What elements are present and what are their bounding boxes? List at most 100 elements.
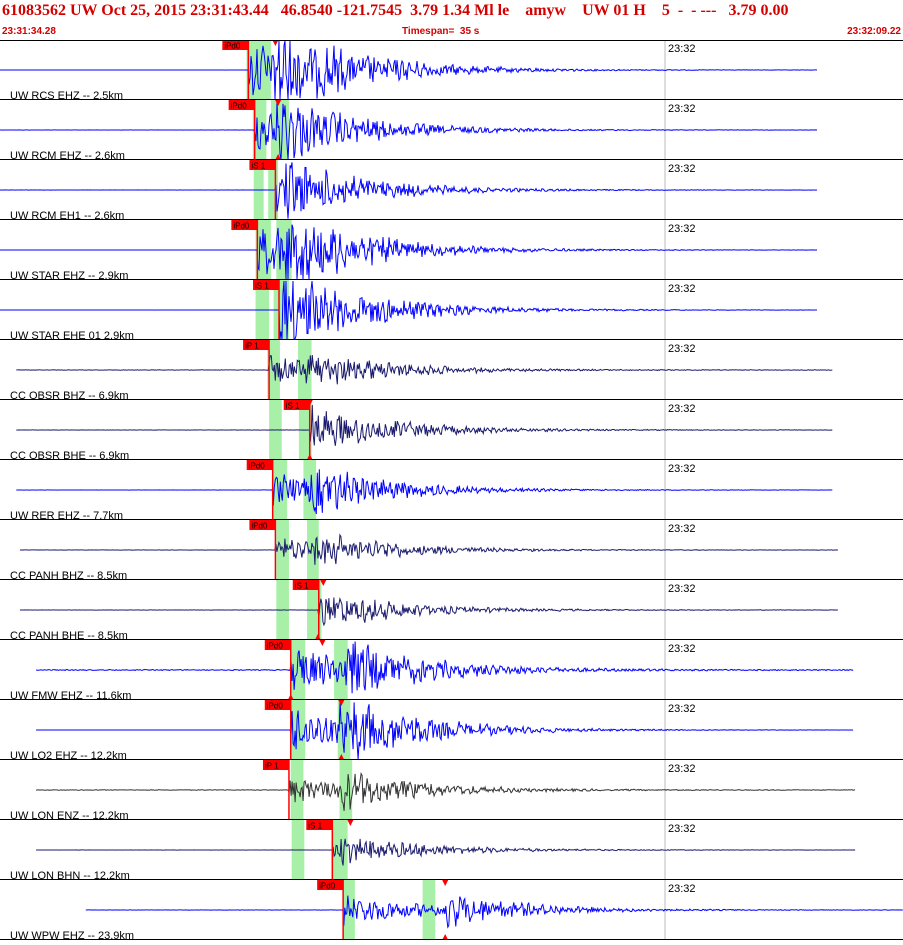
tick-label: 23:32 bbox=[668, 463, 696, 475]
tick-label: 23:32 bbox=[668, 43, 696, 55]
trace-panel[interactable]: 23:32 iPd0 UW WPW EHZ -- 23.9km bbox=[0, 880, 903, 942]
pick-window bbox=[334, 640, 348, 700]
pick-tag[interactable] bbox=[317, 880, 344, 890]
trace-panel[interactable]: 23:32 iPd0 UW LO2 EHZ -- 12.2km bbox=[0, 700, 903, 762]
pick-tag-label: iS 1 bbox=[286, 402, 300, 411]
station-label: CC PANH BHE -- 8.5km bbox=[10, 630, 128, 642]
pick-tag[interactable] bbox=[253, 280, 280, 290]
tick-label: 23:32 bbox=[668, 823, 696, 835]
trace-panel[interactable]: 23:32 iPd0 UW RCS EHZ -- 2.5km bbox=[0, 40, 903, 102]
tick-label: 23:32 bbox=[668, 883, 696, 895]
trace-panel[interactable]: 23:32 iPd0 UW STAR EHZ -- 2.9km bbox=[0, 220, 903, 282]
pick-window bbox=[291, 640, 306, 700]
arrival-marker-top bbox=[275, 100, 282, 106]
arrival-marker-top bbox=[272, 40, 279, 46]
pick-tag-label: iS 1 bbox=[255, 282, 269, 291]
arrival-marker-bottom bbox=[338, 754, 345, 760]
station-label: UW LON BHN -- 12.2km bbox=[10, 870, 130, 882]
tick-label: 23:32 bbox=[668, 763, 696, 775]
waveform-trace bbox=[16, 404, 833, 446]
pick-tag[interactable] bbox=[243, 340, 270, 350]
trace-panel[interactable]: 23:32 iS 1 UW LON BHN -- 12.2km bbox=[0, 820, 903, 882]
pick-tag-label: iPd0 bbox=[233, 222, 250, 231]
waveform-plot: 23:32 iPd0 UW RCS EHZ -- 2.5km 23:32 iPd0 UW … bbox=[0, 40, 903, 942]
station-label: CC PANH BHZ -- 8.5km bbox=[10, 570, 127, 582]
pick-tag[interactable] bbox=[249, 520, 276, 530]
pick-tag-label: iPd0 bbox=[319, 882, 336, 891]
tick-label: 23:32 bbox=[668, 523, 696, 535]
station-label: CC OBSR BHZ -- 6.9km bbox=[10, 390, 129, 402]
pick-tag[interactable] bbox=[264, 700, 291, 710]
trace-panel[interactable]: 23:32 iP 1 CC OBSR BHZ -- 6.9km bbox=[0, 340, 903, 402]
station-label: UW LON ENZ -- 12.2km bbox=[10, 810, 129, 822]
pick-tag-label: iPd0 bbox=[224, 42, 241, 51]
pick-tag[interactable] bbox=[222, 40, 249, 50]
trace-panel[interactable]: 23:32 iPd0 UW RCM EHZ -- 2.6km bbox=[0, 100, 903, 162]
waveform-trace bbox=[36, 838, 856, 866]
arrival-marker-top bbox=[338, 700, 345, 706]
station-label: UW LO2 EHZ -- 12.2km bbox=[10, 750, 127, 762]
station-label: UW RER EHZ -- 7.7km bbox=[10, 510, 123, 522]
tick-label: 23:32 bbox=[668, 103, 696, 115]
trace-panel[interactable]: 23:32 iS 1 UW STAR EHE 01 2.9km bbox=[0, 280, 903, 342]
station-label: CC OBSR BHE -- 6.9km bbox=[10, 450, 129, 462]
pick-window bbox=[307, 520, 319, 580]
event-header: 61083562 UW Oct 25, 2015 23:31:43.44 46.… bbox=[0, 0, 903, 40]
pick-tag[interactable] bbox=[228, 100, 255, 110]
pick-window bbox=[422, 880, 436, 940]
end-time: 23:32:09.22 bbox=[847, 26, 901, 37]
arrival-marker-bottom bbox=[314, 634, 321, 640]
pick-tag-label: iPd0 bbox=[267, 702, 284, 711]
event-title: 61083562 UW Oct 25, 2015 23:31:43.44 46.… bbox=[2, 2, 789, 19]
pick-tag-label: iPd0 bbox=[267, 642, 284, 651]
station-label: UW RCS EHZ -- 2.5km bbox=[10, 90, 123, 102]
pick-window bbox=[273, 280, 289, 340]
pick-window bbox=[252, 100, 267, 160]
waveform-trace bbox=[19, 596, 838, 627]
pick-tag-label: iS 1 bbox=[295, 582, 309, 591]
pick-tag-label: iPd0 bbox=[249, 462, 266, 471]
station-label: UW WPW EHZ -- 23.9km bbox=[10, 930, 134, 940]
tick-label: 23:32 bbox=[668, 583, 696, 595]
waveform-trace bbox=[36, 700, 854, 760]
pick-tag-label: iS 1 bbox=[308, 822, 322, 831]
arrival-marker-top bbox=[319, 640, 326, 646]
arrival-marker-bottom bbox=[287, 694, 294, 700]
pick-tag[interactable] bbox=[306, 820, 333, 830]
timespan-label: Timespan= 35 s bbox=[402, 26, 480, 37]
waveform-trace bbox=[0, 280, 817, 340]
pick-tag[interactable] bbox=[283, 400, 310, 410]
waveform-trace bbox=[35, 641, 854, 694]
pick-tag[interactable] bbox=[246, 460, 273, 470]
waveform-trace bbox=[19, 533, 838, 565]
pick-tag-label: iP 1 bbox=[245, 342, 259, 351]
trace-panel[interactable]: 23:32 iS 1 UW RCM EH1 -- 2.6km bbox=[0, 160, 903, 222]
arrival-marker-top bbox=[320, 580, 327, 586]
waveform-trace bbox=[36, 772, 856, 811]
station-label: UW RCM EH1 -- 2.6km bbox=[10, 210, 124, 222]
pick-tag[interactable] bbox=[264, 640, 291, 650]
trace-panel[interactable]: 23:32 iS 1 CC PANH BHE -- 8.5km bbox=[0, 580, 903, 642]
trace-panel[interactable]: 23:32 iPd0 UW RER EHZ -- 7.7km bbox=[0, 460, 903, 522]
arrival-marker-top bbox=[306, 400, 313, 406]
pick-tag[interactable] bbox=[249, 160, 276, 170]
trace-panel[interactable]: 23:32 iS 1 CC OBSR BHE -- 6.9km bbox=[0, 400, 903, 462]
trace-panel[interactable]: 23:32 iPd0 UW FMW EHZ -- 11.6km bbox=[0, 640, 903, 702]
seismogram-panels: 23:32 iPd0 UW RCS EHZ -- 2.5km 23:32 iPd0 UW … bbox=[0, 40, 903, 942]
tick-label: 23:32 bbox=[668, 283, 696, 295]
pick-tag[interactable] bbox=[262, 760, 289, 770]
waveform-trace bbox=[16, 469, 833, 515]
trace-panel[interactable]: 23:32 iP 1 UW LON ENZ -- 12.2km bbox=[0, 760, 903, 822]
tick-label: 23:32 bbox=[668, 223, 696, 235]
tick-label: 23:32 bbox=[668, 403, 696, 415]
waveform-trace bbox=[0, 162, 818, 219]
station-label: UW STAR EHZ -- 2.9km bbox=[10, 270, 128, 282]
arrival-marker-top bbox=[347, 820, 354, 826]
pick-tag[interactable] bbox=[292, 580, 319, 590]
waveform-trace bbox=[16, 355, 833, 385]
trace-panel[interactable]: 23:32 iPd0 CC PANH BHZ -- 8.5km bbox=[0, 520, 903, 582]
start-time: 23:31:34.28 bbox=[2, 26, 56, 37]
tick-label: 23:32 bbox=[668, 343, 696, 355]
pick-tag[interactable] bbox=[231, 220, 258, 230]
pick-tag-label: iP 1 bbox=[265, 762, 279, 771]
